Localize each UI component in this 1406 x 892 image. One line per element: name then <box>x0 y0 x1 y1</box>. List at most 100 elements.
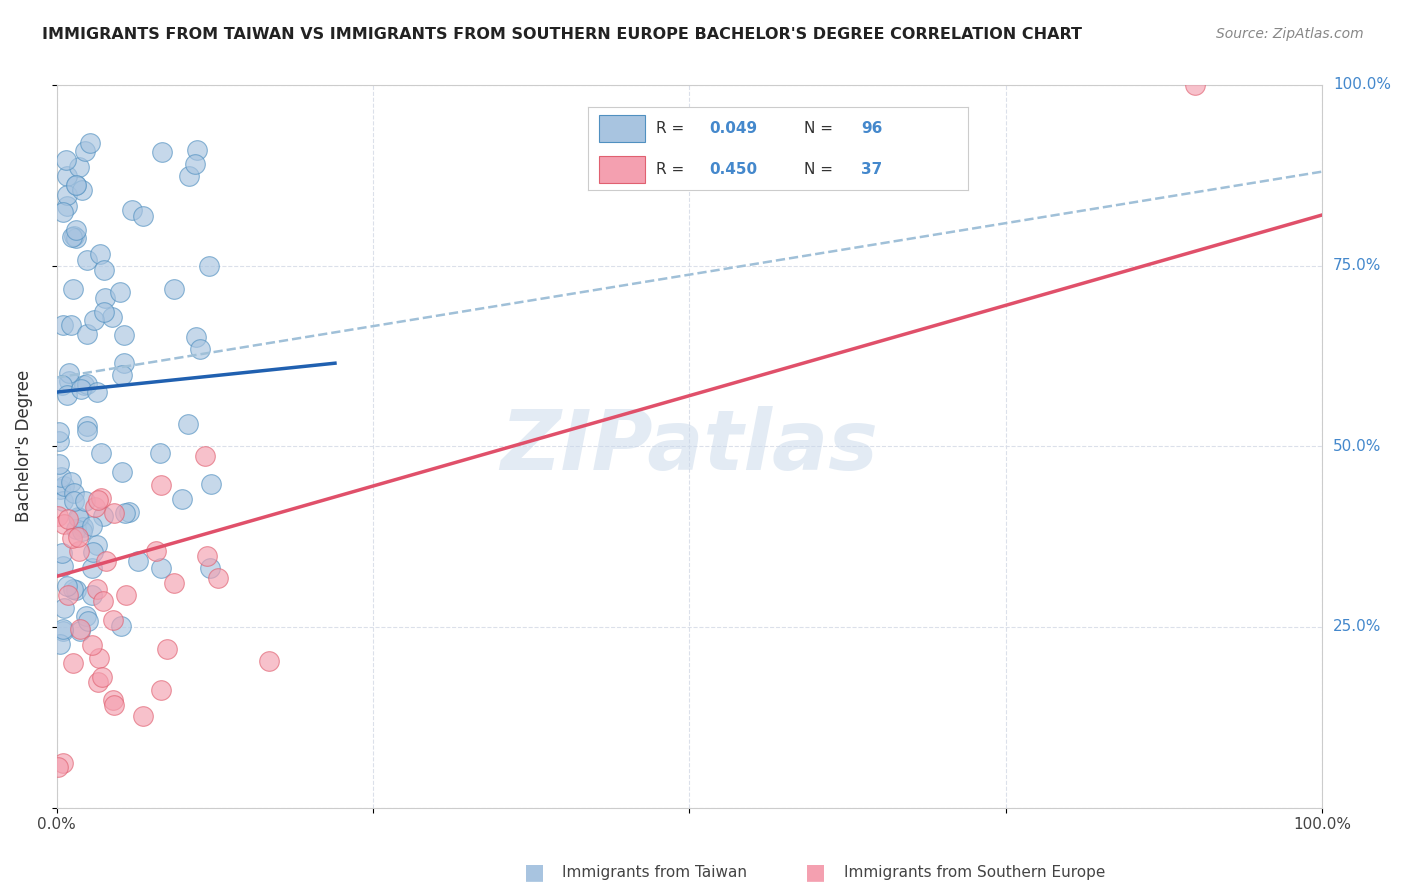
Point <box>163 282 186 296</box>
Point <box>150 561 173 575</box>
Point <box>48 457 70 471</box>
Text: ■: ■ <box>524 863 544 882</box>
Point <box>184 157 207 171</box>
Point <box>87 651 110 665</box>
Text: Immigrants from Taiwan: Immigrants from Taiwan <box>562 865 748 880</box>
Point <box>114 507 136 521</box>
Point <box>112 327 135 342</box>
Point <box>63 493 86 508</box>
Point <box>73 378 96 392</box>
Point <box>91 509 114 524</box>
Point <box>118 504 141 518</box>
Point <box>56 512 79 526</box>
Point <box>65 522 87 536</box>
Point <box>80 638 103 652</box>
Point <box>52 558 75 573</box>
Point <box>65 178 87 193</box>
Point <box>132 709 155 723</box>
Point <box>56 588 79 602</box>
Point <box>114 588 136 602</box>
Point <box>186 143 208 157</box>
Point <box>70 382 93 396</box>
Point <box>149 446 172 460</box>
Point <box>55 198 77 212</box>
Point <box>53 601 76 615</box>
Point <box>73 494 96 508</box>
Point <box>65 231 87 245</box>
Point <box>76 252 98 267</box>
Point <box>75 144 97 158</box>
Point <box>52 204 75 219</box>
Point <box>52 479 75 493</box>
Point <box>86 538 108 552</box>
Point <box>65 223 87 237</box>
Text: ■: ■ <box>806 863 825 882</box>
Point <box>52 622 75 636</box>
Point <box>82 545 104 559</box>
Point <box>55 153 77 167</box>
Point <box>62 282 84 296</box>
Point <box>56 169 79 183</box>
Point <box>69 624 91 638</box>
Point <box>48 434 70 448</box>
Point <box>52 318 75 333</box>
Point <box>150 145 173 159</box>
Point <box>48 508 70 523</box>
Point <box>177 169 200 183</box>
Point <box>69 622 91 636</box>
Point <box>184 330 207 344</box>
Point <box>58 366 80 380</box>
Point <box>80 588 103 602</box>
Point <box>79 136 101 150</box>
Point <box>52 493 75 508</box>
Text: 75.0%: 75.0% <box>1333 258 1381 273</box>
Point <box>48 482 70 496</box>
Point <box>112 356 135 370</box>
Point <box>62 656 84 670</box>
Point <box>70 183 93 197</box>
Point <box>195 549 218 563</box>
Point <box>60 531 83 545</box>
Point <box>132 209 155 223</box>
Point <box>108 285 131 299</box>
Point <box>188 343 211 357</box>
Point <box>91 670 114 684</box>
Point <box>46 760 69 774</box>
Point <box>111 368 134 383</box>
Point <box>58 375 80 389</box>
Text: 100.0%: 100.0% <box>1333 78 1391 93</box>
Point <box>62 229 84 244</box>
Point <box>72 520 94 534</box>
Point <box>62 485 84 500</box>
Point <box>84 500 107 514</box>
Point <box>194 449 217 463</box>
Point <box>67 544 90 558</box>
Point <box>91 594 114 608</box>
Point <box>51 378 73 392</box>
Point <box>94 291 117 305</box>
Text: Immigrants from Southern Europe: Immigrants from Southern Europe <box>844 865 1105 880</box>
Point <box>76 326 98 341</box>
Point <box>145 544 167 558</box>
Point <box>200 477 222 491</box>
Point <box>56 388 79 402</box>
Point <box>96 554 118 568</box>
Point <box>60 475 83 489</box>
Point <box>103 698 125 712</box>
Y-axis label: Bachelor's Degree: Bachelor's Degree <box>15 370 32 523</box>
Point <box>59 318 82 332</box>
Point <box>86 675 108 690</box>
Point <box>162 575 184 590</box>
Point <box>90 491 112 505</box>
Point <box>62 582 84 597</box>
Point <box>67 160 90 174</box>
Point <box>198 561 221 575</box>
Point <box>49 637 72 651</box>
Point <box>89 246 111 260</box>
Point <box>76 424 98 438</box>
Point <box>67 530 90 544</box>
Point <box>177 417 200 432</box>
Point <box>76 376 98 391</box>
Point <box>56 579 79 593</box>
Point <box>259 654 281 668</box>
